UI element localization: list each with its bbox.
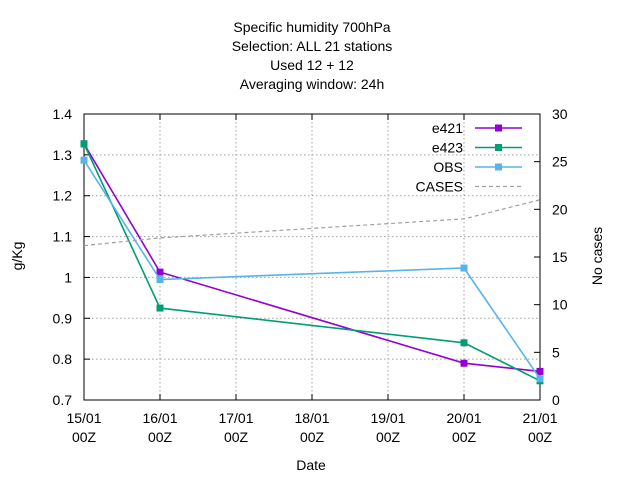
y-tick-label: 1 [64, 269, 72, 285]
data-point-e421 [156, 268, 164, 276]
legend-label-e421: e421 [432, 120, 463, 136]
chart-title: Specific humidity 700hPa Selection: ALL 2… [232, 19, 393, 92]
legend-marker-e423 [495, 144, 502, 151]
y-axis-label: g/Kg [9, 242, 25, 271]
x-tick-label-date: 15/01 [66, 410, 101, 426]
x-tick-label-time: 00Z [528, 429, 553, 445]
axes: 0.7 0.8 0.9 1 1.1 1.2 1.3 1.4 0 5 10 15 20 25 30 15/01 0… [53, 106, 568, 445]
data-point-obs [536, 375, 544, 383]
y-tick-label: 0.9 [53, 310, 73, 326]
x-tick-label-date: 16/01 [142, 410, 177, 426]
legend: e421 e423 OBS CASES [416, 120, 522, 195]
y-tick-label: 1.1 [53, 229, 73, 245]
y-tick-label: 1.3 [53, 147, 73, 163]
series-line-obs [83, 159, 541, 380]
y2-tick-label: 25 [552, 154, 568, 170]
grid [84, 114, 540, 400]
x-tick-label-time: 00Z [300, 429, 325, 445]
y2-tick-label: 15 [552, 249, 568, 265]
y2-tick-label: 30 [552, 106, 568, 122]
y-tick-label: 0.8 [53, 351, 73, 367]
plot-frame [83, 113, 541, 401]
legend-label-obs: OBS [433, 159, 463, 175]
title-line: Selection: ALL 21 stations [232, 38, 393, 54]
title-line: Used 12 + 12 [270, 57, 354, 73]
legend-marker-obs [495, 163, 502, 171]
y2-tick-label: 0 [552, 392, 560, 408]
x-tick-label-date: 19/01 [370, 410, 405, 426]
title-line: Averaging window: 24h [240, 76, 385, 92]
x-tick-label-date: 20/01 [446, 410, 481, 426]
data-point-e421 [536, 367, 544, 375]
x-tick-label-time: 00Z [452, 429, 477, 445]
data-point-obs [460, 264, 468, 272]
x-tick-label-date: 21/01 [522, 410, 557, 426]
x-tick-label-time: 00Z [148, 429, 173, 445]
x-tick-label-time: 00Z [224, 429, 249, 445]
data-point-obs [80, 156, 88, 164]
series-line-e423 [83, 143, 541, 382]
data-point-e421 [460, 359, 468, 367]
data-point-e423 [80, 140, 88, 148]
x-tick-label-time: 00Z [72, 429, 97, 445]
y2-tick-label: 5 [552, 344, 560, 360]
y-tick-label: 1.4 [53, 106, 73, 122]
legend-marker-e421 [495, 124, 502, 132]
series-line-e421 [83, 143, 541, 373]
y2-tick-label: 20 [552, 201, 568, 217]
x-axis-label: Date [296, 457, 326, 473]
data-point-obs [156, 275, 164, 283]
y2-axis-label: No cases [589, 227, 605, 285]
legend-label-e423: e423 [432, 140, 463, 156]
y-tick-label: 0.7 [53, 392, 73, 408]
data-point-e423 [460, 339, 468, 347]
legend-label-cases: CASES [416, 179, 463, 195]
x-tick-label-time: 00Z [376, 429, 401, 445]
x-tick-label-date: 18/01 [294, 410, 329, 426]
series-line-cases [83, 199, 541, 247]
x-tick-label-date: 17/01 [218, 410, 253, 426]
data-point-e423 [156, 304, 164, 312]
y2-tick-label: 10 [552, 297, 568, 313]
title-line: Specific humidity 700hPa [233, 19, 390, 35]
y-tick-label: 1.2 [53, 188, 73, 204]
series-layer [80, 140, 544, 385]
